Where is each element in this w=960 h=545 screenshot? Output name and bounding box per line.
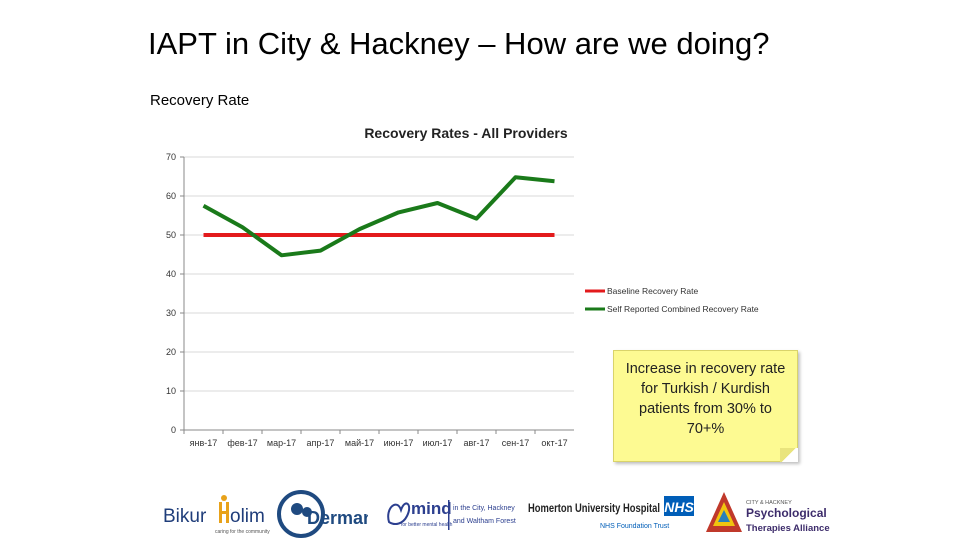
mind-logo-tagline: for better mental health (401, 522, 453, 528)
psychological-therapies-alliance-logo: CITY & HACKNEY Psychological Therapies A… (704, 488, 844, 538)
y-tick-label: 30 (166, 308, 176, 318)
derman-logo: Derman (276, 488, 374, 538)
x-tick-label: авг-17 (463, 438, 489, 448)
series-0 (203, 233, 555, 237)
bikur-logo-tagline: caring for the community (215, 529, 270, 535)
chart-axes: 0 10 20 30 40 50 60 70 янв-17 фев-17 мар-17 апр-17 м… (166, 152, 574, 448)
x-tick-label: сен-17 (502, 438, 529, 448)
mind-logo: mind for better mental health in the Cit… (383, 488, 523, 538)
y-tick-label: 70 (166, 152, 176, 162)
y-tick-label: 20 (166, 347, 176, 357)
recovery-rate-chart: Recovery Rates - All Providers 0 10 20 30 40… (166, 125, 759, 448)
mind-logo-location-line-1: in the City, Hackney (453, 505, 515, 512)
slide-subtitle: Recovery Rate (150, 92, 250, 109)
x-tick-label: апр-17 (307, 438, 335, 448)
nhs-logo-badge (664, 496, 694, 516)
x-tick-label: июл-17 (423, 438, 453, 448)
x-tick-label: фев-17 (227, 438, 257, 448)
bikur-logo-text-suffix: olim (230, 506, 265, 527)
partner-logos: Bikur olim caring for the community Derm… (0, 488, 960, 540)
chart-series (202, 175, 555, 258)
mind-logo-location-line-2: and Waltham Forest (453, 518, 516, 525)
homerton-logo-text: Homerton University Hospital (528, 503, 660, 515)
derman-logo-text: Derman (307, 508, 368, 528)
sticky-note: Increase in recovery rate for Turkish / … (613, 350, 798, 462)
chart-legend: Baseline Recovery Rate Self Reported Comb… (585, 286, 759, 314)
alliance-logo-triangle-core (718, 510, 730, 522)
x-tick-label: июн-17 (384, 438, 414, 448)
series-1 (202, 175, 555, 258)
x-tick-label: окт-17 (541, 438, 567, 448)
mind-logo-text: mind (411, 499, 452, 518)
y-tick-label: 50 (166, 230, 176, 240)
legend-label: Self Reported Combined Recovery Rate (607, 304, 759, 314)
nhs-logo-text: NHS (664, 499, 694, 515)
y-tick-label: 10 (166, 386, 176, 396)
x-tick-label: мар-17 (267, 438, 296, 448)
mind-logo-divider (448, 500, 450, 530)
bikur-logo-mark-crossbar (219, 511, 229, 514)
derman-logo-figure (291, 503, 303, 515)
derman-logo-ring (277, 490, 325, 538)
homerton-logo-trust: NHS Foundation Trust (600, 523, 669, 530)
y-tick-label: 0 (171, 425, 176, 435)
slide-title: IAPT in City & Hackney – How are we doin… (148, 26, 770, 61)
homerton-logo: Homerton University Hospital NHS NHS Fou… (528, 488, 698, 538)
derman-logo-figure (302, 507, 312, 517)
sticky-note-fold (780, 448, 798, 462)
alliance-logo-top: CITY & HACKNEY (746, 500, 792, 506)
legend-label: Baseline Recovery Rate (607, 286, 698, 296)
sticky-note-text: Increase in recovery rate for Turkish / … (625, 361, 786, 437)
series-line (202, 175, 555, 258)
chart-gridlines (184, 156, 574, 392)
alliance-logo-line-1: Psychological (746, 506, 827, 520)
mind-logo-figure (387, 502, 411, 525)
y-tick-label: 40 (166, 269, 176, 279)
bikur-logo-text-prefix: Bikur (163, 506, 207, 527)
y-tick-label: 60 (166, 191, 176, 201)
chart-title: Recovery Rates - All Providers (364, 125, 568, 141)
alliance-logo-line-2: Therapies Alliance (746, 523, 830, 534)
bikur-logo-mark-dot (221, 495, 227, 501)
x-tick-label: май-17 (345, 438, 374, 448)
x-tick-label: янв-17 (190, 438, 218, 448)
bikur-cholim-logo: Bikur olim caring for the community (163, 488, 273, 538)
